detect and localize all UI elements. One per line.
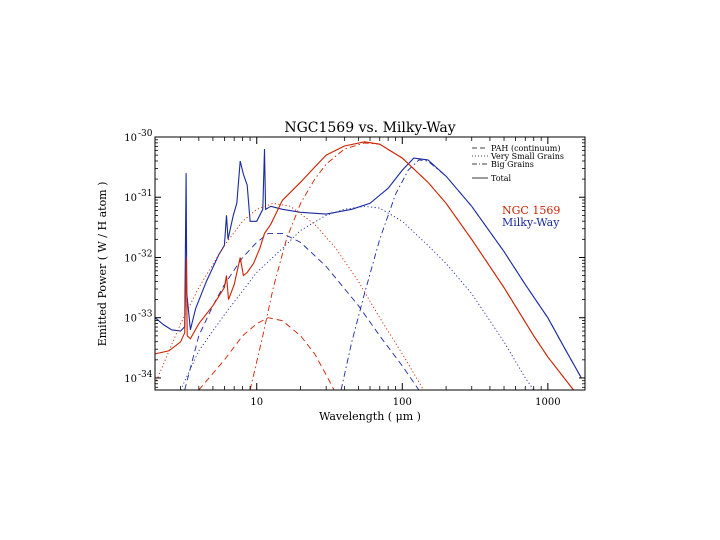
x-tick-label: 10 <box>250 397 263 408</box>
x-axis-ticks: 10 100 1000 <box>154 137 561 408</box>
legend-label-bg: Big Grains <box>491 160 534 169</box>
y-tick-label: 10 <box>124 314 137 325</box>
y-tick-label: 10 <box>124 253 137 264</box>
series-milky-way-very-small-grains <box>180 205 535 390</box>
y-tick-exponent-text: -31 <box>138 189 153 199</box>
annotation-milky-way: Milky-Way <box>502 216 560 229</box>
legend-label-vsg: Very Small Grains <box>490 152 564 161</box>
y-tick-exponent-text: -34 <box>138 370 153 380</box>
y-tick-label: 10 <box>124 133 137 144</box>
series-ngc-1569-big-grains <box>249 142 574 390</box>
x-tick-label: 1000 <box>535 397 560 408</box>
y-tick-exponent-text: -32 <box>138 249 153 259</box>
plot-lines <box>155 141 582 390</box>
legend: PAH (continuum) Very Small Grains Big Gr… <box>472 144 564 183</box>
series-milky-way-pah-continuum <box>184 232 420 390</box>
legend-label-total: Total <box>491 174 512 183</box>
plot-frame <box>154 136 586 391</box>
y-tick-label: 10 <box>124 374 137 385</box>
y-tick-exponent-text: -30 <box>138 129 153 139</box>
chart-title: NGC1569 vs. Milky-Way <box>284 120 455 136</box>
x-axis-label: Wavelength ( μm ) <box>319 410 421 423</box>
series-ngc-1569-total <box>155 141 574 390</box>
series-ngc-1569-pah-continuum <box>198 317 335 390</box>
annotation-ngc1569: NGC 1569 <box>502 204 560 217</box>
x-tick-label: 100 <box>393 397 412 408</box>
series-milky-way-total <box>155 148 582 379</box>
y-tick-exponent-text: -33 <box>138 310 153 320</box>
y-axis-label: Emitted Power ( W / H atom ) <box>96 182 109 347</box>
series-milky-way-big-grains <box>340 159 582 390</box>
legend-label-pah: PAH (continuum) <box>491 144 560 153</box>
y-tick-label: 10 <box>124 193 137 204</box>
